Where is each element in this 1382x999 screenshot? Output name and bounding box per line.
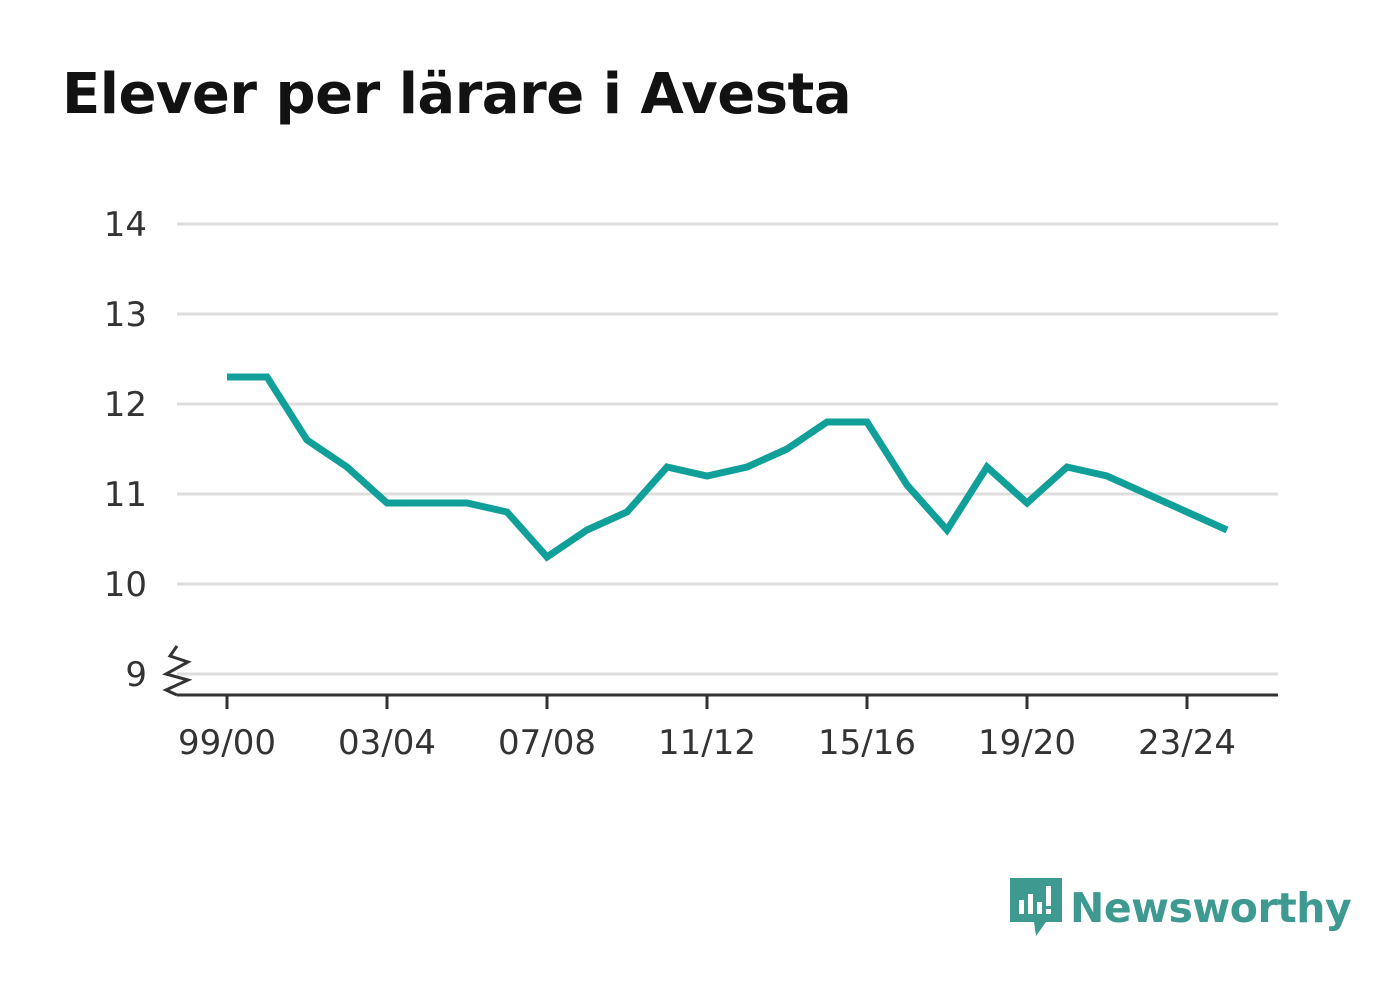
x-tick-label: 23/24: [1138, 723, 1236, 763]
y-tick-label: 11: [104, 475, 147, 515]
y-axis-break-icon: [162, 645, 193, 697]
y-tick-label: 9: [125, 655, 147, 695]
newsworthy-logo-icon: [1010, 878, 1062, 936]
x-tick-label: 15/16: [818, 723, 916, 763]
newsworthy-brand: Newsworthy: [1010, 878, 1352, 938]
y-tick-label: 13: [104, 295, 147, 335]
series-line: [227, 373, 1229, 562]
x-tick-label: 03/04: [338, 723, 436, 763]
y-axis-tick-labels: 9 10 11 12 13 14: [104, 205, 147, 695]
y-tick-label: 14: [104, 205, 147, 245]
x-tick-label: 99/00: [178, 723, 276, 763]
x-tick-label: 07/08: [498, 723, 596, 763]
x-axis: [162, 645, 1278, 709]
series-lines: [227, 373, 1229, 562]
y-tick-label: 12: [104, 385, 147, 425]
chart-title: Elever per lärare i Avesta: [62, 62, 852, 127]
grid-lines: [177, 222, 1278, 676]
x-tick-label: 19/20: [978, 723, 1076, 763]
x-tick-label: 11/12: [658, 723, 756, 763]
brand-name: Newsworthy: [1070, 883, 1352, 932]
x-axis-tick-labels: 99/00 03/04 07/08 11/12 15/16 19/20 23/24: [178, 723, 1236, 763]
y-tick-label: 10: [104, 565, 147, 605]
